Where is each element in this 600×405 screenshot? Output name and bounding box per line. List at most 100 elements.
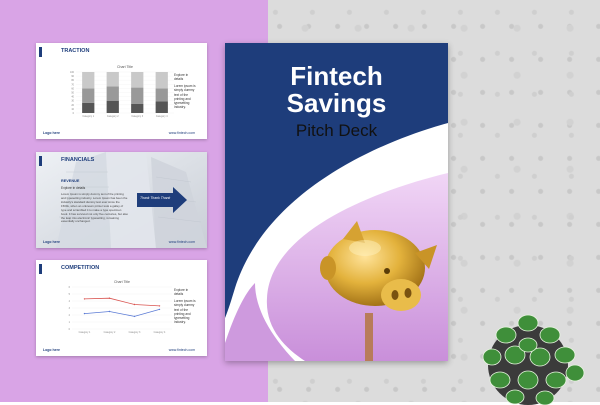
wooden-stick <box>365 313 373 361</box>
data-point <box>158 308 161 311</box>
slide-title: FINANCIALS <box>61 157 95 163</box>
side-text: Explore in details Lorem ipsum is simply… <box>174 288 196 324</box>
cover-title: Fintech Savings <box>225 63 448 117</box>
website-text: www.fintech.com <box>168 240 195 244</box>
bar-segment <box>82 102 95 113</box>
financials-slide[interactable]: FINANCIALS REVENUE Explore in details Lo… <box>36 152 207 248</box>
navy-wave <box>225 43 448 318</box>
side-text: Explore in details Lorem ipsum is simply… <box>174 73 196 109</box>
arrow-graphic <box>137 187 187 213</box>
y-tick-label: 0 <box>69 328 71 331</box>
traction-slide[interactable]: TRACTION Chart Title 0 10 20 30 40 50 60 70 80 90 1… <box>36 43 207 139</box>
revenue-label: REVENUE <box>61 179 80 183</box>
y-tick-label: 5 <box>69 293 71 296</box>
chart-title: Chart Title <box>114 280 130 284</box>
side-line: text of the <box>174 92 188 97</box>
bar-segment <box>131 72 144 88</box>
y-tick-label: 1 <box>69 321 71 324</box>
data-point <box>158 305 161 307</box>
y-tick-label: 30 <box>71 100 74 103</box>
y-tick-label: 0 <box>73 112 75 115</box>
bar-segment <box>131 87 144 104</box>
x-tick-label: Category 2 <box>104 331 116 334</box>
body-text: Lorem Ipsum is simply dummy text of the … <box>61 192 129 224</box>
y-tick-label: 3 <box>69 307 71 310</box>
chart-title: Chart Title <box>117 65 133 69</box>
data-point <box>83 312 86 315</box>
cover-title-line: Savings <box>286 88 387 118</box>
title-accent-bar <box>39 47 42 57</box>
bar-segment <box>155 88 168 102</box>
bar-segment <box>106 86 119 101</box>
x-tick-label: Category 4 <box>156 115 168 118</box>
cover-title-line: Fintech <box>290 61 383 91</box>
explore-text: Explore in details <box>61 186 86 190</box>
data-point <box>133 303 136 306</box>
y-tick-label: 40 <box>71 96 74 99</box>
y-tick-label: 90 <box>71 75 74 78</box>
data-point <box>108 297 111 299</box>
side-line: industry. <box>174 320 186 325</box>
y-tick-label: 20 <box>71 104 74 107</box>
y-tick-label: 80 <box>71 79 74 82</box>
y-tick-label: 70 <box>71 83 74 86</box>
side-line: text of the <box>174 307 188 312</box>
bar-segment <box>106 100 119 113</box>
pitch-deck-cover[interactable]: Fintech Savings Pitch Deck <box>225 43 448 361</box>
side-line: simply dummy <box>174 303 195 308</box>
x-tick-label: Category 1 <box>79 331 91 334</box>
side-line: details <box>174 77 184 82</box>
side-line: Explore in <box>174 73 189 77</box>
side-line: printing and <box>174 96 191 101</box>
data-point <box>133 315 136 318</box>
slide-title: COMPETITION <box>61 265 100 271</box>
side-line: industry. <box>174 105 186 110</box>
line-chart: Chart Title 0 1 2 3 4 5 6 Category 1 Category 2 Ca… <box>69 280 172 334</box>
side-line: typesetting <box>174 100 190 105</box>
bar-segment <box>131 103 144 113</box>
logo-text: Logo here <box>43 348 60 352</box>
side-line: Explore in <box>174 288 189 292</box>
logo-text: Logo here <box>43 131 60 135</box>
x-tick-label: Category 2 <box>107 115 119 118</box>
x-tick-label: Category 3 <box>131 115 143 118</box>
y-tick-label: 60 <box>71 87 74 90</box>
side-line: printing and <box>174 311 191 316</box>
side-line: Lorem ipsum is <box>174 84 196 89</box>
side-line: simply dummy <box>174 88 195 93</box>
y-tick-label: 4 <box>69 300 71 303</box>
y-tick-label: 50 <box>71 92 74 95</box>
bar-segment <box>155 72 168 89</box>
title-accent-bar <box>39 264 42 274</box>
competition-slide[interactable]: COMPETITION Chart Title 0 1 2 3 4 5 6 Category 1… <box>36 260 207 356</box>
bar-segment <box>155 101 168 113</box>
cover-subtitle: Pitch Deck <box>295 121 378 140</box>
logo-text: Logo here <box>43 240 60 244</box>
arrow-text: Thank Thank Thank <box>140 196 171 200</box>
side-line: typesetting <box>174 315 190 320</box>
title-accent-bar <box>39 156 42 166</box>
side-line: details <box>174 292 184 297</box>
y-tick-label: 6 <box>69 286 71 289</box>
y-tick-label: 2 <box>69 314 71 317</box>
x-tick-label: Category 3 <box>129 331 141 334</box>
gold-piggy-bank <box>320 221 437 311</box>
series-line <box>84 297 160 307</box>
potted-plant <box>482 314 585 405</box>
bar-segment <box>82 88 95 103</box>
data-point <box>83 298 86 300</box>
y-tick-label: 100 <box>70 71 75 74</box>
website-text: www.fintech.com <box>168 348 195 352</box>
x-tick-label: Category 1 <box>82 115 94 118</box>
y-tick-label: 10 <box>71 108 74 111</box>
data-point <box>108 310 111 313</box>
x-tick-label: Category 4 <box>154 331 166 334</box>
side-line: Lorem ipsum is <box>174 299 196 304</box>
bar-segment <box>82 72 95 89</box>
series-line <box>84 309 160 317</box>
website-text: www.fintech.com <box>168 131 195 135</box>
cover-artwork <box>225 43 448 361</box>
bar-segment <box>106 72 119 87</box>
slide-title: TRACTION <box>61 48 90 54</box>
